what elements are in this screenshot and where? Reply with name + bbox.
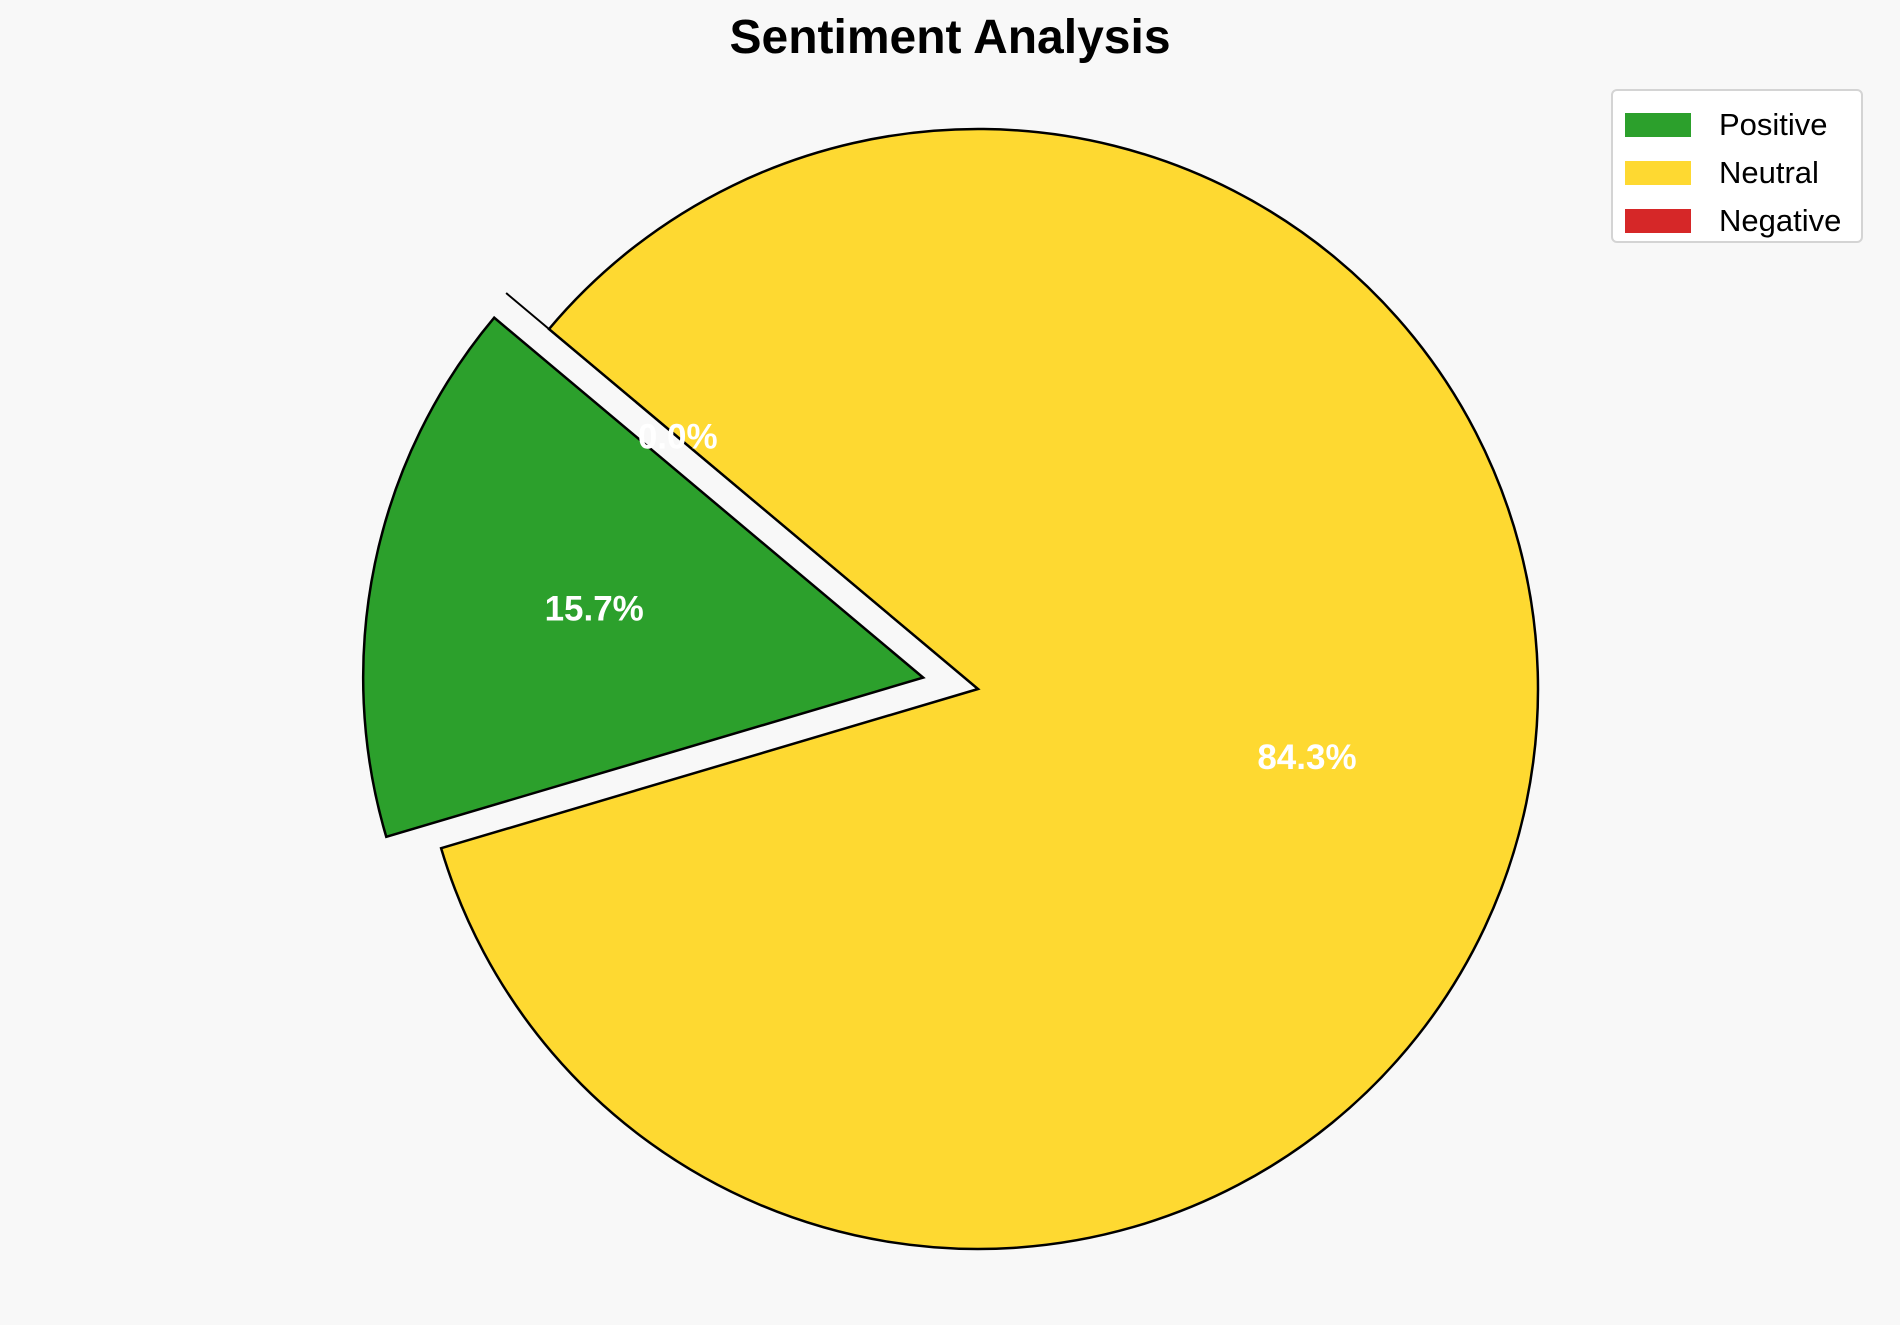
pie-labels: 15.7% 84.3% 0.0% — [545, 418, 1357, 777]
pie-label-neutral: 84.3% — [1257, 738, 1356, 777]
pie-label-negative: 0.0% — [638, 418, 718, 457]
pie-label-positive: 15.7% — [545, 590, 644, 629]
legend-item-negative: Negative — [1625, 197, 1849, 245]
legend-item-neutral: Neutral — [1625, 149, 1849, 197]
pie-slice-negative — [505, 292, 936, 654]
pie-slice-neutral — [439, 127, 1540, 1251]
legend-swatch-negative — [1625, 209, 1691, 233]
pie-slices — [361, 127, 1540, 1251]
chart-title: Sentiment Analysis — [729, 11, 1171, 64]
pie-slice-positive — [361, 315, 926, 839]
legend-label-negative: Negative — [1719, 203, 1842, 238]
legend: Positive Neutral Negative — [1611, 89, 1863, 243]
legend-item-positive: Positive — [1625, 101, 1849, 149]
legend-swatch-neutral — [1625, 161, 1691, 185]
legend-label-positive: Positive — [1719, 107, 1828, 142]
legend-label-neutral: Neutral — [1719, 155, 1819, 190]
legend-swatch-positive — [1625, 113, 1691, 137]
